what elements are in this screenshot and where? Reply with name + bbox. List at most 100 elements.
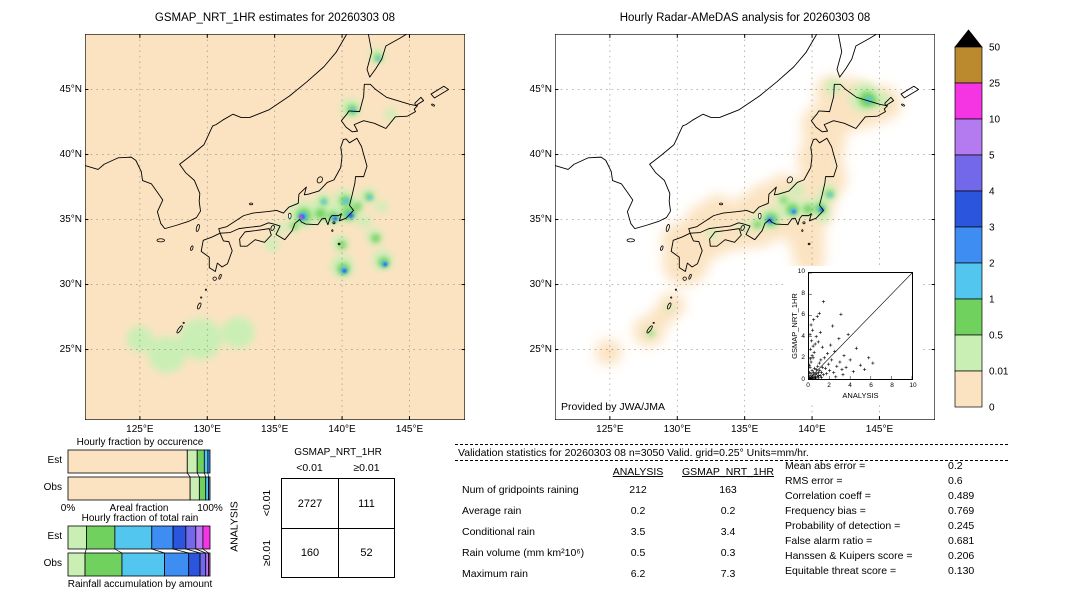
rain-blob — [321, 199, 327, 205]
inset-y-tick-label: 0 — [801, 376, 805, 383]
stats-value-analysis: 6.2 — [630, 568, 646, 580]
rain-blob — [828, 192, 833, 197]
colorbar-segment — [954, 154, 983, 192]
lon-tick-label: 125°E — [126, 424, 154, 435]
scatter-inset: GSMAP_NRT_1HR ANALYSIS 0 2 4 6 8 10 0 2 4 6 8 10 — [783, 266, 923, 402]
bar-connector — [114, 548, 123, 554]
island-outline — [249, 203, 252, 205]
contingency-cell: 160 — [282, 528, 338, 577]
rain-blob — [315, 208, 326, 219]
rain-blob — [375, 200, 388, 213]
colorbar-tick-label: 10 — [989, 115, 1001, 126]
rain-blob — [371, 234, 381, 243]
coastline-kunashiri — [885, 97, 894, 105]
island-outline — [218, 274, 222, 280]
scatter-points — [809, 300, 875, 379]
metric-row: Mean abs error = 0.2 — [785, 460, 1015, 474]
metric-row: False alarm ratio = 0.681 — [785, 535, 1015, 549]
island-outline — [338, 243, 340, 245]
bar-segment — [121, 552, 165, 577]
contingency-col-header: ≥0.01 — [353, 462, 380, 474]
island-outline — [719, 203, 722, 205]
lake-biwa — [758, 213, 761, 218]
contingency-cell: 52 — [338, 528, 394, 577]
lat-tick-label: 45°N — [59, 83, 82, 95]
colorbar-segment — [954, 370, 983, 408]
rain-blob — [825, 79, 842, 95]
rain-blob — [780, 196, 788, 204]
island-outline — [627, 239, 635, 242]
coastline-shikoku — [240, 229, 272, 247]
bar-connector — [185, 548, 201, 554]
colorbar-segment — [954, 262, 983, 300]
bar-segment — [205, 476, 209, 501]
island-outline — [802, 230, 803, 232]
colorbar-tick-label: 0 — [989, 403, 995, 414]
colorbar-tick-label: 5 — [989, 151, 995, 162]
island-outline — [660, 246, 664, 251]
island-outline — [197, 302, 202, 309]
colorbar-overflow-triangle — [954, 29, 983, 48]
lon-tick-label: 145°E — [395, 424, 424, 435]
stats-row-label: Num of gridpoints raining — [462, 484, 579, 496]
stats-row-label: Average rain — [462, 505, 522, 517]
metric-row: RMS error = 0.6 — [785, 475, 1015, 489]
occurrence-est-label: Est — [47, 455, 62, 466]
bar-segment — [203, 449, 209, 474]
bar-segment — [114, 525, 153, 550]
island-outline — [176, 325, 183, 334]
lon-tick-label: 135°E — [730, 424, 759, 435]
contingency-cell: 111 — [338, 479, 394, 528]
lon-tick-label: 130°E — [193, 424, 221, 435]
metric-label: Mean abs error = — [785, 460, 866, 472]
island-outline — [901, 104, 905, 107]
island-outline — [431, 104, 435, 107]
bar-segment — [67, 525, 87, 550]
rain-blob — [126, 326, 154, 353]
colorbar-segment — [954, 118, 983, 156]
stats-row-label: Conditional rain — [462, 526, 535, 538]
inset-x-tick-label: 6 — [869, 382, 873, 389]
inset-x-tick-label: 10 — [909, 382, 917, 389]
stats-header: Validation statistics for 20260303 08 n=… — [458, 447, 809, 459]
coastline-kyushu — [671, 233, 702, 271]
stats-row: Conditional rain 3.5 3.4 — [458, 526, 788, 542]
rain-blob — [342, 268, 347, 273]
contingency-cell: 2727 — [297, 497, 323, 510]
stats-value-analysis: 0.5 — [630, 547, 646, 559]
bar-segment — [67, 476, 191, 501]
rain-blob — [356, 214, 371, 228]
coastlines — [555, 34, 919, 334]
stats-value-gsmap: 3.4 — [720, 526, 736, 538]
totalrain-est-label: Est — [47, 531, 62, 542]
right-map-title: Hourly Radar-AMeDAS analysis for 2026030… — [619, 12, 871, 24]
bar-segment — [164, 552, 190, 577]
bar-segment — [185, 525, 197, 550]
bar-connector — [196, 472, 200, 478]
rain-blob — [803, 204, 813, 214]
island-outline — [653, 322, 654, 323]
stats-value-analysis: 212 — [629, 484, 647, 496]
coastline-sakhalin — [837, 34, 877, 77]
inset-y-tick-label: 6 — [801, 311, 805, 319]
lake-biwa — [288, 213, 291, 218]
bar-segment — [86, 525, 116, 550]
rain-blob — [753, 221, 762, 229]
lat-tick-label: 25°N — [59, 343, 82, 355]
colorbar-segment — [954, 298, 983, 336]
rain-blob — [367, 195, 373, 200]
bar-connector — [202, 548, 209, 554]
lat-tick-label: 40°N — [529, 148, 552, 160]
metric-row: Correlation coeff = 0.489 — [785, 490, 1015, 504]
stats-row-label: Maximum rain — [462, 568, 528, 580]
left-map-title: GSMAP_NRT_1HR estimates for 20260303 08 — [154, 12, 396, 24]
colorbar-tick-label: 4 — [989, 187, 995, 198]
island-outline — [157, 239, 165, 242]
coastline-honshu — [219, 138, 367, 239]
coastline-kunashiri — [415, 97, 424, 105]
inset-y-tick-label: 2 — [801, 354, 805, 362]
coastline-hokkaido — [811, 84, 887, 131]
stats-value-analysis: 0.2 — [630, 505, 646, 517]
rain-blob — [790, 183, 804, 197]
inset-y-tick-label: 4 — [801, 332, 805, 340]
